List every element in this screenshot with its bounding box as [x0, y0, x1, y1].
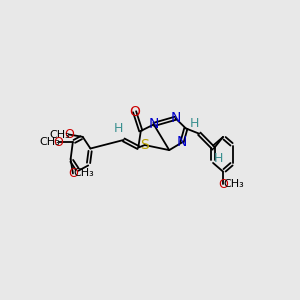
Text: O: O: [68, 167, 78, 180]
Text: CH₃: CH₃: [74, 168, 94, 178]
Text: O: O: [54, 136, 63, 149]
Text: H: H: [214, 152, 223, 165]
Text: O: O: [218, 178, 228, 191]
Text: O: O: [64, 128, 74, 141]
Text: N: N: [170, 111, 181, 125]
Text: CH₃: CH₃: [39, 137, 60, 147]
Text: H: H: [114, 122, 123, 135]
Text: O: O: [129, 105, 140, 119]
Text: S: S: [140, 138, 149, 152]
Text: CH₃: CH₃: [224, 179, 244, 189]
Text: N: N: [177, 136, 187, 149]
Text: CH₃: CH₃: [50, 130, 70, 140]
Text: H: H: [190, 117, 199, 130]
Text: N: N: [148, 118, 159, 131]
